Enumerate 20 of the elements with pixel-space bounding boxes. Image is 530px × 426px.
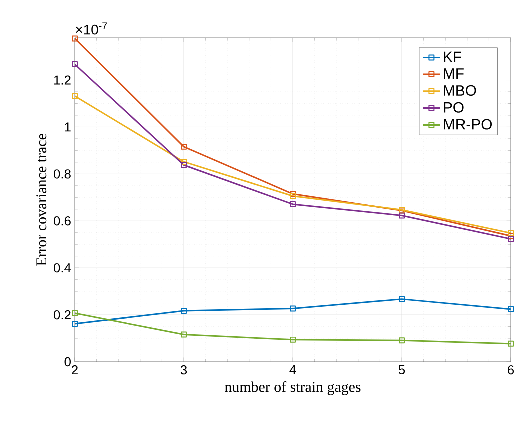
x-tick-label: 3 [180,366,188,375]
legend-label: KF [444,52,462,62]
legend-label: MF [444,68,464,79]
y-tick-label: 0.8 [54,170,71,179]
y-tick-label: 0.4 [54,263,72,273]
y-tick-label: 0 [64,357,71,367]
legend-label: MBO [444,85,476,96]
text: ×10$^{-7}$ [76,22,108,35]
x-tick-label: 6 [508,366,514,375]
x-axis-title: number of strain gages [225,382,361,396]
y-tick-label: 0.6 [54,216,71,226]
legend-label: PO [444,102,464,113]
y-tick-label: 1 [65,122,71,132]
y-tick-label: 0.2 [54,310,71,320]
legend-label: MR-PO [444,119,492,130]
x-tick-label: 5 [398,366,406,375]
x-tick-label: 2 [72,366,78,375]
x-tick-label: 4 [290,366,296,374]
y-tick-label: 1.2 [54,76,71,85]
y-axis-title: Error covariance trace [36,134,47,266]
